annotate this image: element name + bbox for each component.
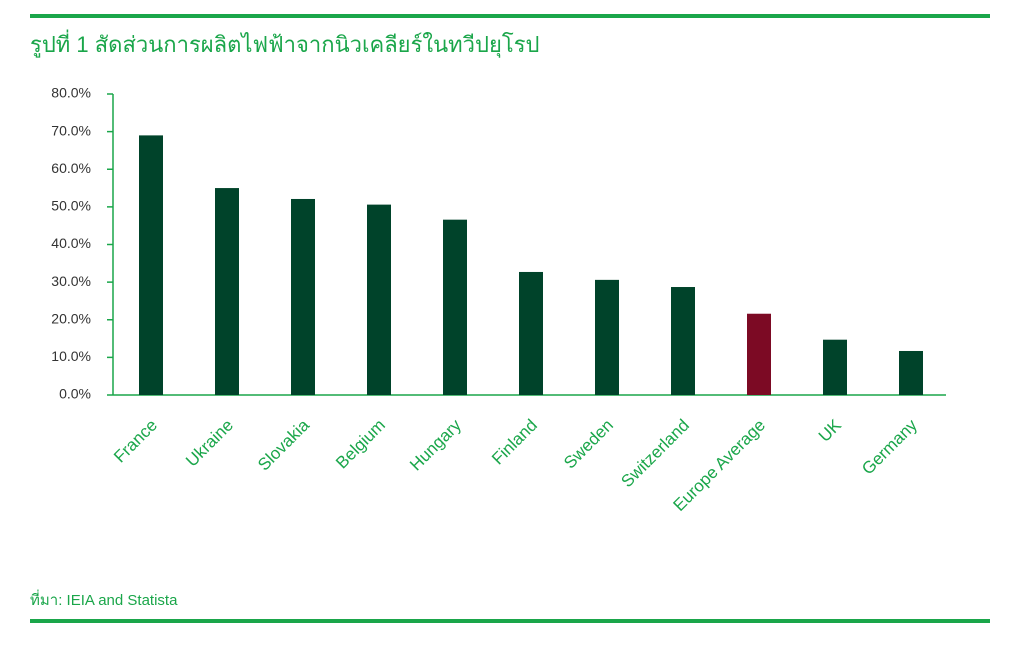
bar [823,339,847,395]
bar [595,279,619,395]
y-tick-label: 30.0% [51,273,91,289]
x-tick-label: Belgium [332,416,389,473]
y-tick-label: 20.0% [51,310,91,326]
x-tick-label: UK [815,415,846,446]
bottom-rule [30,619,990,623]
y-tick-label: 80.0% [51,85,91,101]
x-tick-label: Slovakia [254,415,313,474]
bar [291,198,315,395]
bar [671,287,695,395]
x-tick-label: Switzerland [617,416,693,492]
top-rule [30,14,990,18]
bar [139,135,163,395]
x-tick-label: Hungary [406,415,465,474]
bar [747,313,771,395]
bar [443,219,467,395]
y-tick-label: 70.0% [51,122,91,138]
y-tick-label: 60.0% [51,160,91,176]
bar [519,271,543,395]
y-tick-label: 50.0% [51,198,91,214]
bar [367,204,391,395]
bar [215,188,239,395]
x-tick-label: Germany [858,415,921,478]
chart-title: รูปที่ 1 สัดส่วนการผลิตไฟฟ้าจากนิวเคลียร… [30,29,539,58]
x-tick-label: France [110,416,161,467]
x-tick-label: Ukraine [182,416,237,471]
y-tick-label: 10.0% [51,348,91,364]
x-tick-label: Sweden [560,416,617,473]
x-tick-label: Finland [488,416,541,469]
bar [899,350,923,395]
y-tick-label: 40.0% [51,235,91,251]
source-note: ที่มา: IEIA and Statista [30,589,178,609]
y-tick-label: 0.0% [59,386,91,402]
